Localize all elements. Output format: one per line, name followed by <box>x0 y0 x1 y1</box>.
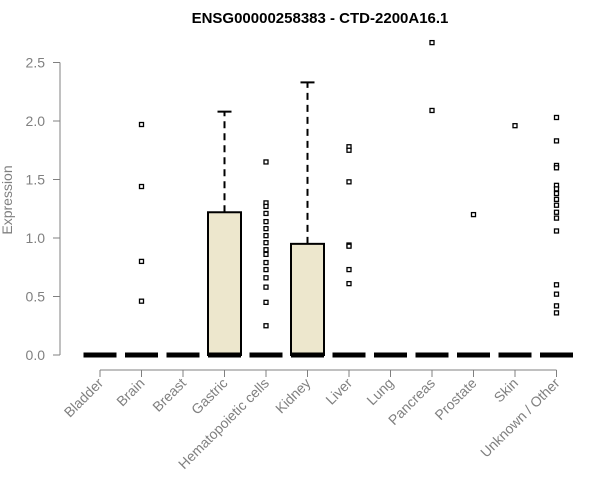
outlier-point <box>553 138 560 144</box>
outlier-point <box>553 303 560 309</box>
outlier-point <box>553 202 560 208</box>
outlier-point <box>263 240 269 246</box>
box-group <box>457 211 490 358</box>
x-tick-label: Lung <box>363 375 396 408</box>
outlier-point <box>553 190 560 197</box>
box-group <box>125 121 158 358</box>
outlier-point <box>429 107 435 114</box>
chart-title: ENSG00000258383 - CTD-2200A16.1 <box>192 10 449 27</box>
box-group <box>249 159 283 358</box>
outlier-point <box>553 215 560 221</box>
outlier-point <box>346 147 352 153</box>
x-tick-label: Brain <box>113 375 147 409</box>
box-group <box>332 144 366 358</box>
x-tick-label: Unknown / Other <box>477 375 563 461</box>
box-body <box>290 242 325 357</box>
outlier-point <box>346 179 352 185</box>
outlier-point <box>263 247 269 253</box>
outlier-point <box>553 209 560 215</box>
outlier-point <box>263 251 269 258</box>
x-tick-label: Bladder <box>61 375 107 421</box>
outlier-point <box>263 159 269 165</box>
y-axis-label: Expression <box>0 165 15 234</box>
outlier-point <box>263 203 269 210</box>
y-tick-label: 2.5 <box>26 55 46 71</box>
outlier-point <box>346 243 352 249</box>
outlier-point <box>553 114 560 121</box>
box-group <box>415 39 449 358</box>
x-tick-label: Liver <box>322 375 355 408</box>
y-tick-label: 0.0 <box>26 347 46 363</box>
box-group <box>498 123 532 358</box>
outlier-point <box>429 39 435 46</box>
box-group <box>290 81 325 358</box>
outlier-point <box>138 298 145 304</box>
outlier-point <box>263 225 269 232</box>
outlier-point <box>263 218 269 225</box>
x-tick-label: Skin <box>491 375 522 406</box>
boxes-group <box>83 39 573 358</box>
outlier-point <box>138 183 145 190</box>
box-body <box>207 211 242 356</box>
outlier-point <box>470 211 477 218</box>
axes-group: 0.0 0.5 1.0 1.5 2.0 2.5 <box>26 55 557 377</box>
y-tick-label: 1.5 <box>26 172 46 188</box>
x-tick-label: Breast <box>149 375 189 415</box>
y-tick-label: 1.0 <box>26 230 46 246</box>
outlier-point <box>263 210 269 217</box>
outlier-point <box>553 228 560 234</box>
outlier-point <box>553 196 560 203</box>
outlier-point <box>512 123 518 129</box>
outlier-point <box>138 121 145 128</box>
y-tick-label: 2.0 <box>26 113 46 129</box>
outlier-point <box>553 165 560 171</box>
outlier-point <box>346 280 352 287</box>
outlier-point <box>263 266 269 273</box>
x-tick-label: Prostate <box>431 375 479 423</box>
outlier-point <box>263 259 269 266</box>
outlier-point <box>263 284 269 290</box>
outlier-point <box>263 275 269 281</box>
y-tick-label: 0.5 <box>26 289 46 305</box>
outlier-point <box>263 233 269 239</box>
outlier-point <box>346 266 352 273</box>
box-group <box>207 110 242 358</box>
outlier-point <box>553 291 560 297</box>
outlier-point <box>138 258 145 265</box>
x-tick-label: Kidney <box>272 375 314 417</box>
outlier-point <box>553 186 560 192</box>
box-group <box>540 114 573 358</box>
outlier-point <box>553 282 560 288</box>
outlier-point <box>263 299 269 306</box>
outlier-point <box>553 310 560 316</box>
outlier-point <box>263 323 269 329</box>
